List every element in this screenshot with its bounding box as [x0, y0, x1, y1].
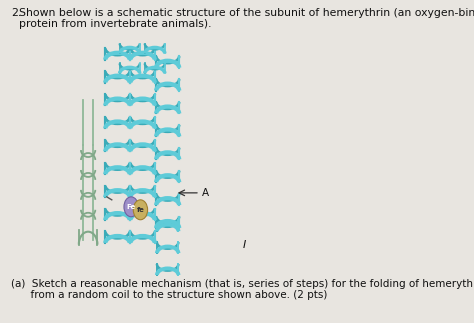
Text: A: A — [202, 188, 209, 198]
Text: fe: fe — [137, 207, 145, 213]
Circle shape — [133, 200, 147, 220]
Text: from a random coil to the structure shown above. (2 pts): from a random coil to the structure show… — [11, 290, 327, 300]
Text: protein from invertebrate animals).: protein from invertebrate animals). — [19, 19, 212, 29]
Circle shape — [124, 197, 138, 217]
Text: 2.: 2. — [11, 8, 21, 18]
Text: Shown below is a schematic structure of the subunit of hemerythrin (an oxygen-bi: Shown below is a schematic structure of … — [19, 8, 474, 18]
Text: I: I — [243, 240, 246, 250]
Text: (a)  Sketch a reasonable mechanism (that is, series of steps) for the folding of: (a) Sketch a reasonable mechanism (that … — [11, 279, 474, 289]
Text: Fe: Fe — [127, 204, 136, 210]
